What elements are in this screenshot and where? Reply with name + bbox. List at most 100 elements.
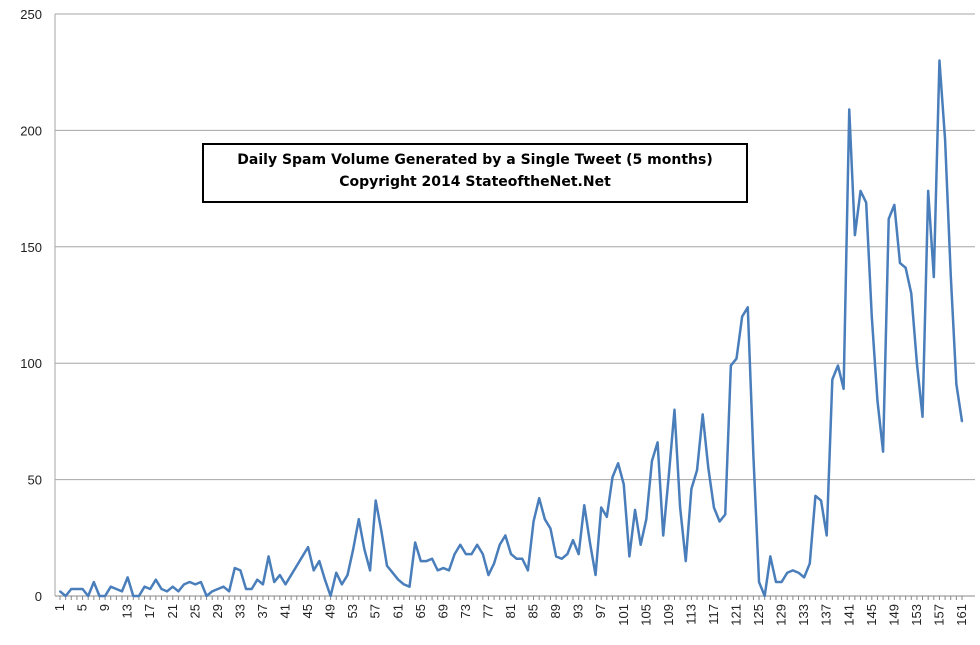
y-tick-label: 150 [20, 240, 42, 255]
data-point [572, 539, 575, 542]
x-tick-label: 77 [480, 604, 495, 618]
x-tick-label: 81 [503, 604, 518, 618]
data-point [104, 595, 107, 597]
data-point [380, 529, 383, 532]
data-point [504, 534, 507, 537]
data-point [216, 588, 219, 591]
data-point [724, 513, 727, 516]
data-point [228, 590, 231, 593]
data-point [222, 585, 225, 588]
data-point [464, 553, 467, 556]
y-tick-label: 50 [28, 473, 42, 488]
data-point [639, 543, 642, 546]
data-point [921, 415, 924, 418]
series-line [59, 59, 964, 598]
data-point [453, 553, 456, 556]
data-point [307, 546, 310, 549]
x-tick-label: 29 [210, 604, 225, 618]
x-tick-label: 93 [571, 604, 586, 618]
x-tick-label: 21 [165, 604, 180, 618]
data-point [301, 555, 304, 558]
data-point [329, 595, 332, 597]
x-tick-label: 41 [278, 604, 293, 618]
data-point [622, 483, 625, 486]
x-tick-label: 109 [661, 604, 676, 626]
y-tick-label: 250 [20, 7, 42, 22]
data-point [391, 571, 394, 574]
data-point [183, 583, 186, 586]
data-point [64, 595, 67, 597]
x-tick-label: 85 [526, 604, 541, 618]
x-tick-label: 113 [683, 604, 698, 625]
y-tick-label: 100 [20, 356, 42, 371]
data-point [634, 508, 637, 511]
data-point [323, 578, 326, 581]
data-point [898, 262, 901, 265]
data-point [577, 553, 580, 556]
data-point [312, 569, 315, 572]
x-tick-label: 17 [142, 604, 157, 618]
data-point [233, 567, 236, 570]
data-point [369, 569, 372, 572]
data-point [870, 315, 873, 318]
x-tick-label: 49 [323, 604, 338, 618]
data-point [385, 564, 388, 567]
data-point [825, 534, 828, 537]
data-point [583, 504, 586, 507]
x-tick-label: 89 [548, 604, 563, 618]
data-point [267, 555, 270, 558]
data-point [876, 399, 879, 402]
data-point [910, 292, 913, 295]
data-point [915, 362, 918, 365]
data-point [431, 557, 434, 560]
data-point [786, 571, 789, 574]
data-point [273, 581, 276, 584]
data-point [109, 585, 112, 588]
y-tick-label: 200 [20, 123, 42, 138]
x-tick-label: 149 [886, 604, 901, 626]
data-point [588, 541, 591, 544]
x-tick-label: 153 [909, 604, 924, 626]
data-point [679, 506, 682, 509]
x-tick-label: 157 [931, 604, 946, 626]
x-tick-label: 5 [75, 604, 90, 611]
data-point [532, 520, 535, 523]
data-point [470, 553, 473, 556]
data-point [459, 543, 462, 546]
y-tick-label: 0 [35, 589, 42, 604]
data-point [932, 276, 935, 279]
x-tick-label: 13 [120, 604, 135, 618]
data-point [882, 450, 885, 453]
data-point [904, 266, 907, 269]
data-point [560, 557, 563, 560]
data-point [690, 487, 693, 490]
data-point [938, 59, 941, 62]
data-point [538, 497, 541, 500]
data-point [357, 518, 360, 521]
data-point [397, 578, 400, 581]
data-point [549, 527, 552, 530]
data-point [617, 462, 620, 465]
data-point [842, 387, 845, 390]
data-point [335, 571, 338, 574]
data-point [171, 585, 174, 588]
x-tick-label: 141 [841, 604, 856, 626]
data-point [261, 583, 264, 586]
data-point [769, 555, 772, 558]
data-point [115, 588, 118, 591]
data-point [673, 408, 676, 411]
data-point [791, 569, 794, 572]
x-tick-label: 53 [345, 604, 360, 618]
data-point [944, 138, 947, 141]
data-point [256, 578, 259, 581]
data-point [81, 588, 84, 591]
data-point [927, 189, 930, 192]
data-point [645, 518, 648, 521]
data-point [662, 534, 665, 537]
chart-title: Daily Spam Volume Generated by a Single … [237, 152, 713, 168]
data-point [408, 585, 411, 588]
data-point [487, 574, 490, 577]
data-point [780, 581, 783, 584]
data-point [803, 576, 806, 579]
